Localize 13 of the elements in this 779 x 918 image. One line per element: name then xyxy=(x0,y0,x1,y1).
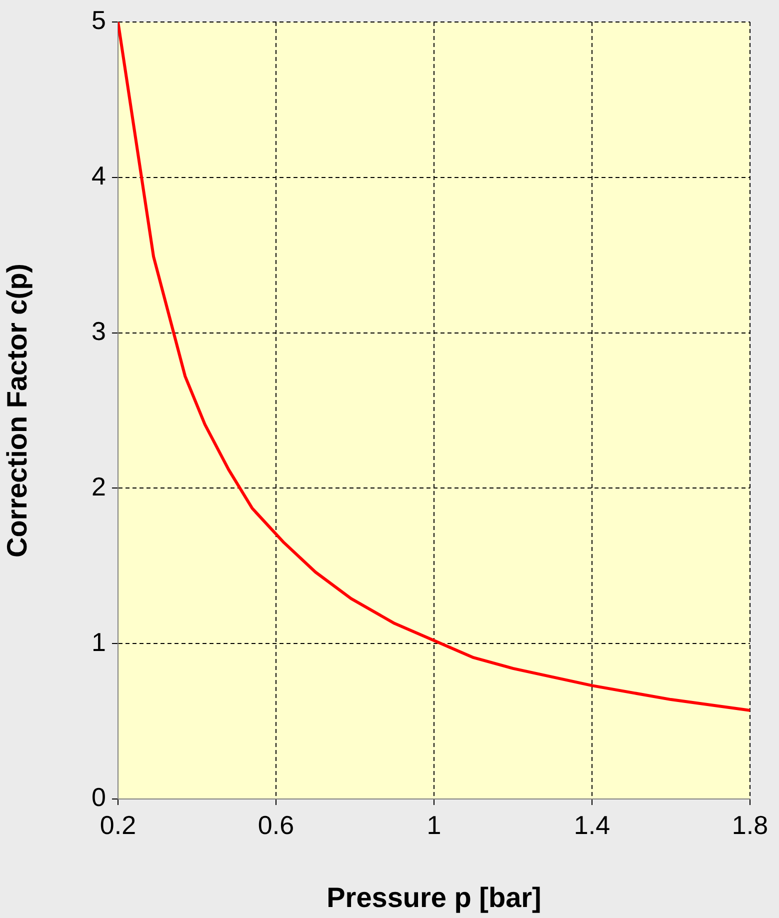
x-axis-title: Pressure p [bar] xyxy=(326,882,542,913)
x-tick-label: 1.4 xyxy=(574,810,610,840)
x-tick-label: 0.2 xyxy=(100,810,136,840)
x-tick-label: 1 xyxy=(426,810,442,840)
x-tick-label: 1.8 xyxy=(732,810,768,840)
x-tick-label: 0.6 xyxy=(258,810,294,840)
y-tick-label: 5 xyxy=(92,5,106,36)
y-tick-label: 2 xyxy=(92,471,106,502)
y-tick-label: 4 xyxy=(92,160,106,191)
y-tick-label: 1 xyxy=(92,626,106,657)
y-axis-title: Correction Factor c(p) xyxy=(2,263,33,558)
y-tick-label: 3 xyxy=(92,316,106,346)
y-tick-label: 0 xyxy=(92,782,106,812)
